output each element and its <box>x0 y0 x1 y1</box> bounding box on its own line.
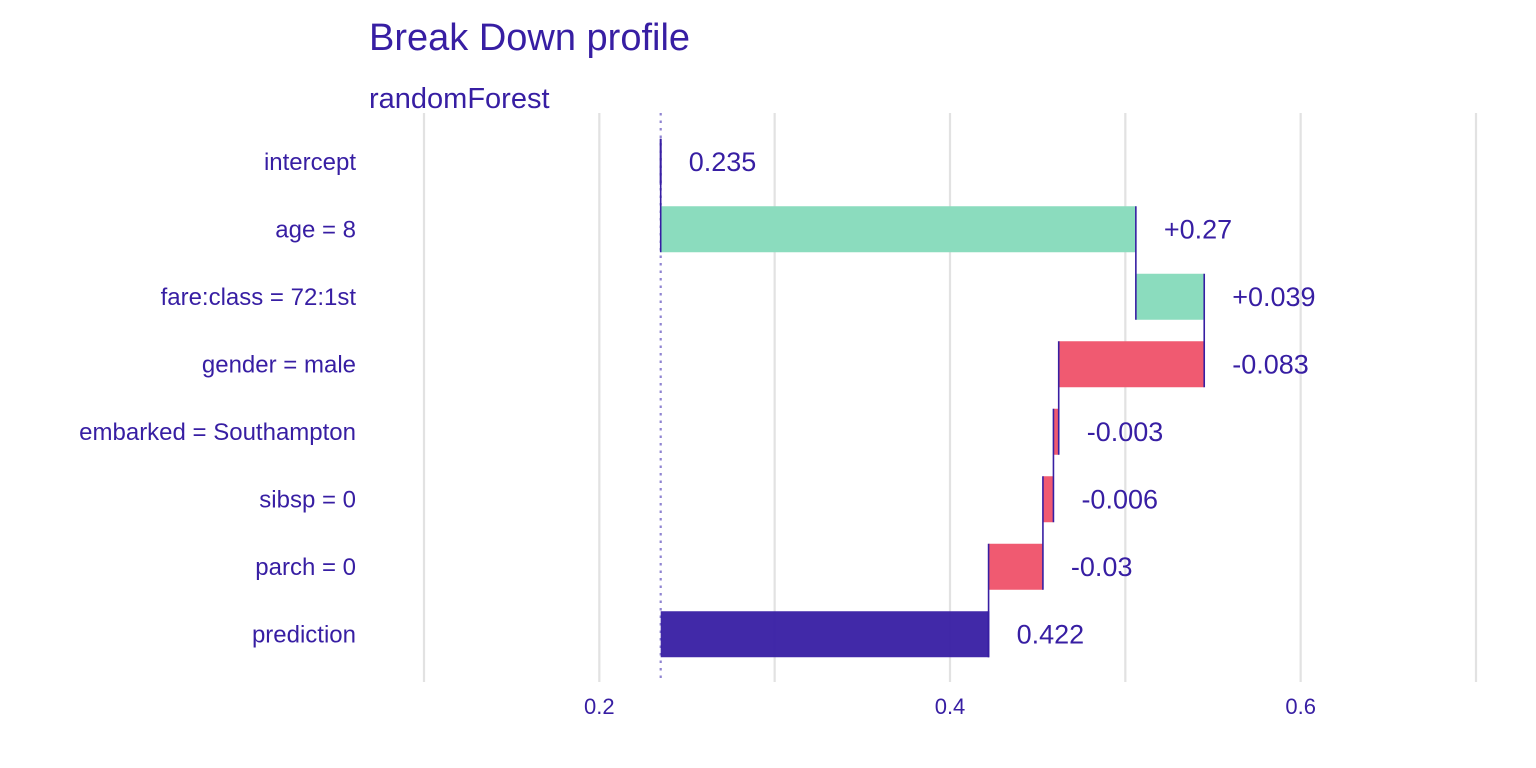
category-labels: intercept age = 8 fare:class = 72:1st gende… <box>79 149 356 649</box>
value-label: 0.422 <box>1017 619 1085 649</box>
bar-negative <box>988 543 1043 590</box>
bars <box>659 138 1205 658</box>
connectors <box>659 138 1206 658</box>
category-label: age = 8 <box>275 216 356 243</box>
value-label: +0.27 <box>1164 214 1232 244</box>
category-label: embarked = Southampton <box>79 419 356 446</box>
category-label: parch = 0 <box>255 554 356 581</box>
category-label: gender = male <box>202 351 356 378</box>
value-label: -0.006 <box>1081 484 1158 514</box>
bar-positive <box>660 206 1136 253</box>
value-label: -0.03 <box>1071 552 1133 582</box>
chart-title: Break Down profile <box>369 17 690 59</box>
value-label: 0.235 <box>689 147 757 177</box>
value-label: -0.003 <box>1087 417 1164 447</box>
grid-lines <box>422 113 1478 682</box>
chart-subtitle: randomForest <box>369 83 550 115</box>
value-label: -0.083 <box>1232 349 1309 379</box>
x-tick-label: 0.6 <box>1285 694 1316 719</box>
category-label: prediction <box>252 621 356 648</box>
value-labels: 0.235 +0.27 +0.039 -0.083 -0.003 -0.006 -0.03 0… <box>689 147 1316 650</box>
category-label: fare:class = 72:1st <box>161 284 357 311</box>
bar-positive <box>1135 273 1205 320</box>
category-label: intercept <box>264 149 356 176</box>
value-label: +0.039 <box>1232 282 1315 312</box>
bar-negative <box>1058 341 1205 388</box>
bar-negative <box>1053 408 1059 455</box>
x-tick-label: 0.4 <box>935 694 966 719</box>
bar-prediction <box>660 611 989 658</box>
bar-negative <box>1042 476 1054 523</box>
x-axis-ticks: 0.2 0.4 0.6 <box>584 694 1316 719</box>
x-tick-label: 0.2 <box>584 694 615 719</box>
category-label: sibsp = 0 <box>259 486 356 513</box>
